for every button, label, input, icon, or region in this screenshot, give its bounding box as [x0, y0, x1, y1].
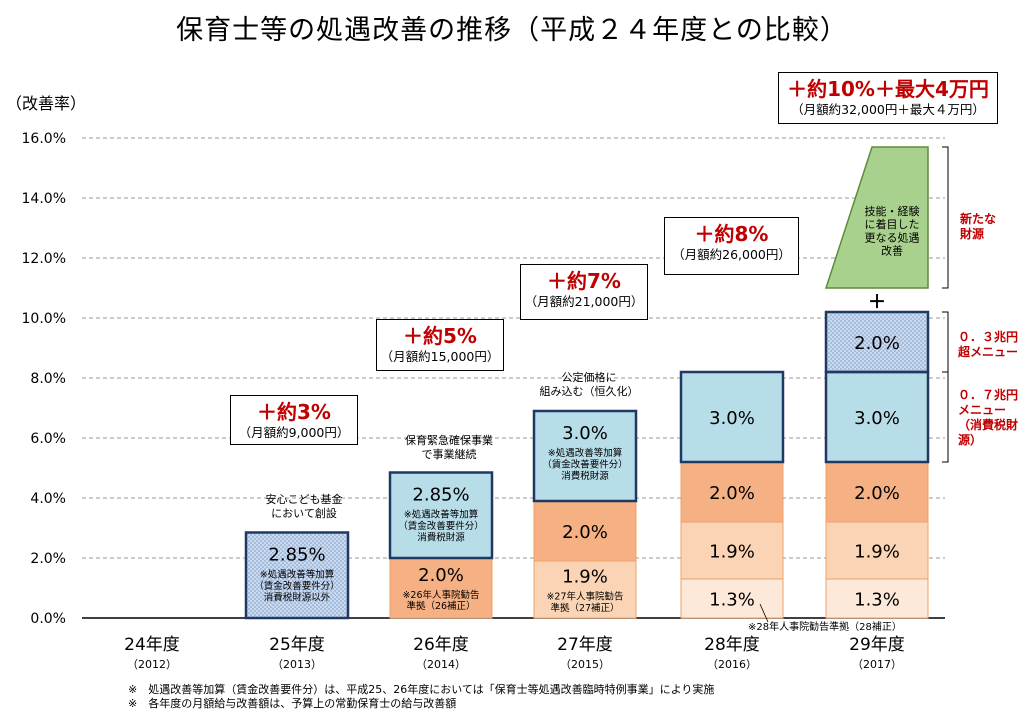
data-label: 2.0% [854, 483, 900, 504]
segment-note: ※27年人事院勧告準拠（27補正） [546, 591, 623, 614]
brace-menu-07 [942, 371, 949, 463]
callout-2014-rate: ＋約5% [403, 324, 477, 348]
data-label: 1.9% [562, 567, 608, 588]
y-tick-label: 12.0% [22, 251, 66, 267]
bar-frame [388, 471, 494, 560]
callout-2014-amount: （月額約15,000円） [380, 349, 500, 364]
callout-2013: ＋約3% （月額約9,000円） [230, 395, 358, 445]
bar-segment [680, 578, 784, 619]
y-tick-label: 6.0% [30, 431, 66, 447]
callout-2017-rate: ＋約10%＋最大4万円 [787, 77, 989, 101]
data-label: 1.9% [709, 542, 755, 563]
bar-frame [824, 310, 930, 374]
data-label: 2.0% [418, 565, 464, 586]
data-label: 3.0% [854, 408, 900, 429]
side-menu-07: ０．７兆円 メニュー （消費税財 源） [958, 388, 1019, 447]
y-tick-label: 8.0% [30, 371, 66, 387]
extra-improvement-label: 技能・経験に着目した更なる処遇改善 [865, 204, 920, 258]
y-tick-label: 4.0% [30, 491, 66, 507]
callout-2015-amount: （月額約21,000円） [524, 294, 644, 309]
callout-2017: ＋約10%＋最大4万円 （月額約32,000円＋最大４万円） [778, 72, 998, 124]
callout-2014: ＋約5% （月額約15,000円） [376, 319, 504, 371]
x-tick-year: （2015） [560, 658, 610, 671]
y-tick-label: 0.0% [30, 611, 66, 627]
callout-2015: ＋約7% （月額約21,000円） [520, 264, 648, 320]
bar-segment [533, 410, 637, 502]
y-tick-label: 14.0% [22, 191, 66, 207]
callout-2017-amount: （月額約32,000円＋最大４万円） [791, 102, 985, 117]
data-label: 2.0% [709, 483, 755, 504]
bar-segment [533, 500, 637, 562]
x-tick-year: （2017） [852, 658, 902, 671]
x-tick-label: 26年度 [413, 635, 469, 655]
data-label: 3.0% [709, 408, 755, 429]
plus-sign: ＋ [868, 292, 886, 313]
data-label: 2.0% [562, 522, 608, 543]
x-tick-label: 24年度 [124, 635, 180, 655]
note-fund-2013: 安心こども基金 において創設 [265, 493, 343, 520]
segment-note: ※処遇改善等加算（賃金改善要件分）消費税財源 [542, 447, 628, 482]
callout-2016: ＋約8% （月額約26,000円） [664, 217, 799, 275]
data-label: 1.9% [854, 542, 900, 563]
bar-segment [533, 560, 637, 619]
bar-frame [532, 409, 638, 503]
note-continue-2014: 保育緊急確保事業 で事業継続 [405, 434, 493, 461]
note-pointer [759, 603, 769, 623]
bar-frame [679, 370, 785, 464]
brace-new-source [942, 146, 949, 289]
extra-improvement-shape [824, 146, 929, 289]
callout-2016-rate: ＋約8% [694, 222, 769, 246]
bar-segment [825, 521, 929, 580]
segment-note: ※処遇改善等加算（賃金改善要件分）消費税財源以外 [254, 569, 340, 604]
data-label: 2.85% [268, 545, 325, 566]
x-tick-label: 27年度 [557, 635, 613, 655]
y-tick-label: 16.0% [22, 131, 66, 147]
y-axis-label: （改善率） [6, 94, 87, 113]
footnote-2: ※ 各年度の月額給与改善額は、予算上の常勤保育士の給与改善額 [128, 697, 457, 710]
bar-segment [825, 311, 929, 373]
x-tick-year: （2014） [416, 658, 466, 671]
x-tick-label: 28年度 [704, 635, 760, 655]
y-tick-label: 2.0% [30, 551, 66, 567]
data-label: 1.3% [854, 590, 900, 611]
x-tick-year: （2013） [272, 658, 322, 671]
footnote-1: ※ 処遇改善等加算（賃金改善要件分）は、平成25、26年度においては「保育士等処… [128, 683, 715, 696]
callout-2013-rate: ＋約3% [257, 400, 331, 424]
bar-segment [825, 371, 929, 463]
side-new-source: 新たな 財源 [960, 212, 997, 241]
bar-frame [244, 531, 350, 620]
data-label: 3.0% [562, 423, 608, 444]
data-label: 1.3% [709, 590, 755, 611]
y-tick-label: 10.0% [22, 311, 66, 327]
x-tick-label: 25年度 [269, 635, 325, 655]
x-tick-year: （2012） [127, 658, 177, 671]
callout-2013-amount: （月額約9,000円） [238, 425, 350, 440]
segment-note: ※26年人事院勧告準拠（26補正） [402, 589, 479, 612]
data-label: 2.0% [854, 333, 900, 354]
x-tick-year: （2016） [707, 658, 757, 671]
note-hr-2016: ※28年人事院勧告準拠（28補正） [748, 622, 902, 633]
bar-segment [680, 521, 784, 580]
note-price-2015: 公定価格に 組み込む（恒久化） [539, 371, 639, 398]
chart-title: 保育士等の処遇改善の推移（平成２４年度との比較） [176, 15, 848, 46]
bar-segment [680, 461, 784, 523]
callout-2015-rate: ＋約7% [547, 269, 621, 293]
bar-segment [825, 461, 929, 523]
segment-note: ※処遇改善等加算（賃金改善要件分）消費税財源 [398, 509, 484, 544]
bar-segment [245, 532, 349, 619]
side-super-menu: ０．３兆円 超メニュー [958, 330, 1019, 359]
brace-super-menu [942, 311, 949, 373]
x-tick-label: 29年度 [849, 635, 905, 655]
data-label: 2.85% [412, 485, 469, 506]
bar-segment [389, 557, 493, 619]
callout-2016-amount: （月額約26,000円） [672, 247, 791, 262]
